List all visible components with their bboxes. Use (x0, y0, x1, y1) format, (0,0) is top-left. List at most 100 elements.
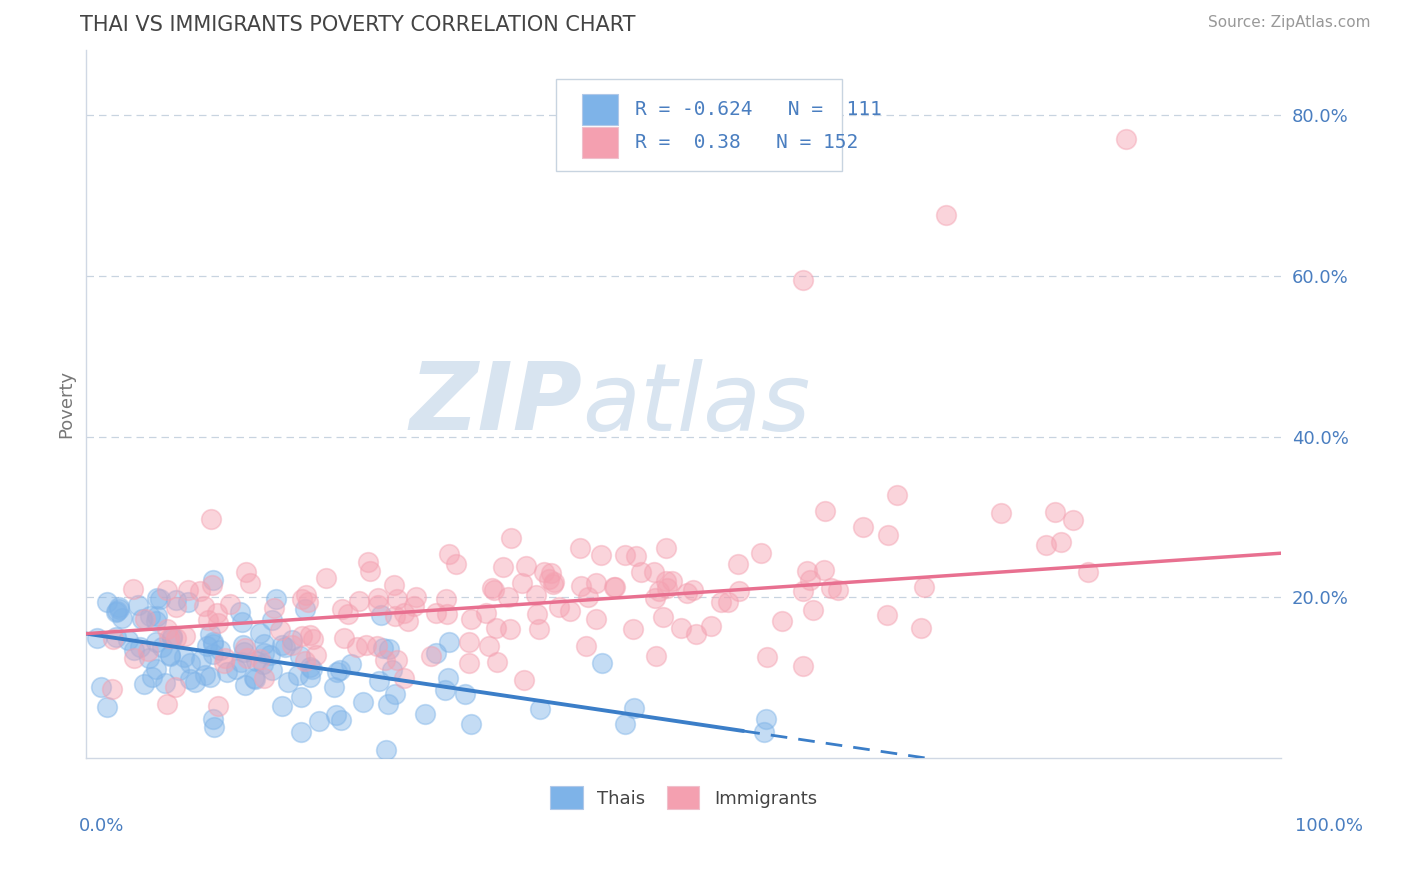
Point (643, 566, 665, 580)
Point (852, 519, 875, 533)
Point (346, 640, 368, 654)
Point (201, 712, 224, 726)
Point (245, 672, 267, 686)
Point (159, 648, 181, 663)
Point (326, 665, 349, 680)
Point (434, 592, 457, 607)
Point (264, 591, 287, 606)
Point (485, 621, 508, 635)
Point (173, 650, 195, 665)
Point (515, 558, 537, 573)
Point (402, 599, 425, 613)
Point (225, 662, 247, 676)
Point (529, 702, 551, 716)
Point (877, 528, 900, 542)
Point (1035, 538, 1057, 552)
Point (460, 717, 482, 731)
Point (132, 677, 155, 691)
Point (770, 614, 793, 628)
Point (381, 663, 404, 677)
Point (382, 578, 405, 592)
Point (299, 628, 322, 642)
Point (385, 592, 408, 607)
Point (202, 573, 225, 587)
Point (235, 678, 257, 692)
Point (385, 652, 408, 666)
Point (384, 687, 406, 701)
Point (141, 670, 163, 684)
Point (232, 638, 254, 652)
Point (558, 604, 581, 618)
Point (330, 713, 353, 727)
Point (188, 584, 211, 599)
Point (367, 674, 389, 689)
Point (478, 639, 501, 653)
Point (105, 605, 128, 619)
Point (252, 657, 274, 671)
Text: THAI VS IMMIGRANTS POVERTY CORRELATION CHART: THAI VS IMMIGRANTS POVERTY CORRELATION C… (80, 15, 636, 35)
Point (202, 721, 225, 735)
Point (755, 713, 778, 727)
Point (359, 564, 381, 578)
Point (1115, 132, 1137, 146)
Point (796, 564, 818, 578)
Point (366, 639, 388, 653)
Point (179, 672, 201, 686)
Point (1077, 565, 1099, 579)
Point (437, 671, 460, 685)
Point (197, 614, 219, 628)
Point (201, 637, 224, 651)
Point (792, 273, 814, 287)
Point (270, 638, 292, 652)
Point (330, 602, 353, 616)
Point (281, 632, 304, 647)
Point (644, 591, 666, 606)
Point (458, 657, 481, 671)
Point (89, 680, 111, 694)
Point (526, 607, 548, 622)
Point (510, 576, 533, 591)
Point (575, 639, 598, 653)
Point (139, 609, 162, 624)
Point (177, 595, 200, 609)
Point (820, 582, 842, 596)
Point (150, 640, 173, 654)
Point (474, 606, 496, 620)
Point (280, 638, 302, 652)
Point (263, 601, 285, 615)
Point (710, 595, 733, 609)
Point (655, 582, 678, 596)
Point (127, 598, 149, 612)
Point (209, 643, 232, 657)
Point (1045, 505, 1067, 519)
Point (156, 583, 179, 598)
Point (460, 612, 482, 626)
Point (792, 584, 814, 599)
Point (325, 707, 347, 722)
Point (243, 671, 266, 685)
Point (156, 623, 179, 637)
Point (122, 651, 145, 665)
Point (245, 655, 267, 669)
Point (444, 557, 467, 571)
Point (645, 649, 668, 664)
Point (876, 608, 898, 623)
Point (910, 621, 932, 635)
Point (436, 607, 458, 621)
Point (249, 626, 271, 640)
Point (105, 604, 128, 618)
Point (685, 627, 707, 641)
Point (253, 671, 276, 685)
Point (128, 640, 150, 655)
Point (108, 600, 131, 615)
Point (101, 632, 124, 646)
Point (392, 606, 415, 620)
Point (496, 590, 519, 604)
Point (356, 638, 378, 652)
Point (190, 653, 212, 667)
Point (367, 598, 389, 612)
FancyBboxPatch shape (582, 127, 617, 158)
Point (591, 656, 613, 670)
Point (177, 583, 200, 598)
Point (198, 670, 221, 684)
